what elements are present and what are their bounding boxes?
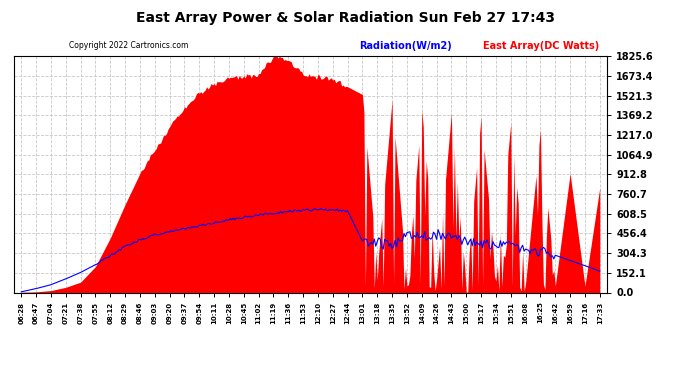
Text: Copyright 2022 Cartronics.com: Copyright 2022 Cartronics.com [69, 41, 188, 50]
Text: Radiation(W/m2): Radiation(W/m2) [359, 41, 451, 51]
Text: East Array(DC Watts): East Array(DC Watts) [483, 41, 599, 51]
Text: East Array Power & Solar Radiation Sun Feb 27 17:43: East Array Power & Solar Radiation Sun F… [135, 11, 555, 25]
